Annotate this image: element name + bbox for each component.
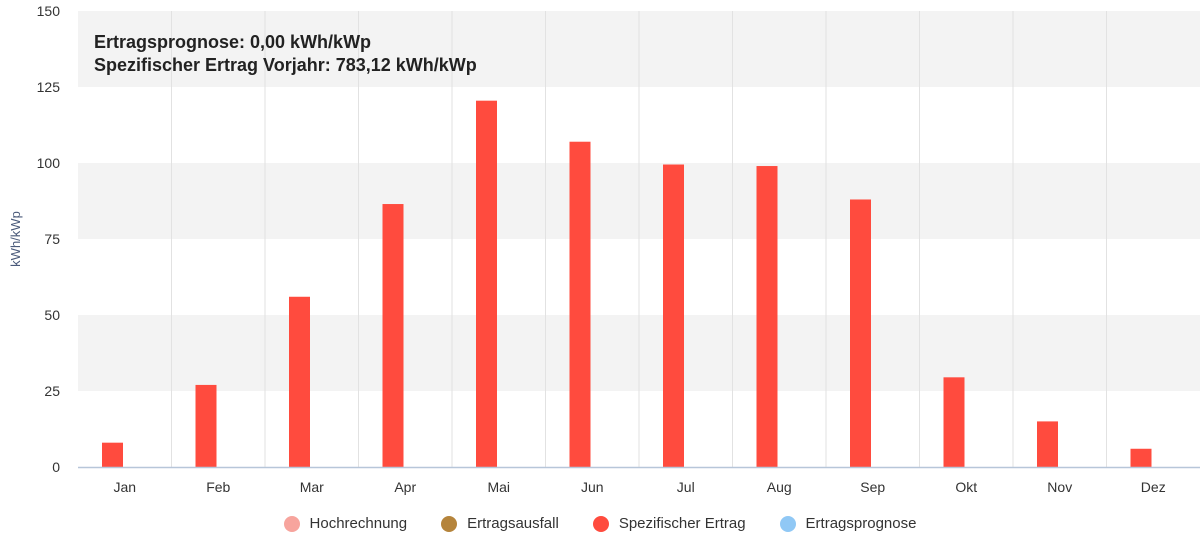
legend-marker-icon <box>441 515 458 532</box>
bar-dez <box>1130 448 1152 467</box>
x-tick-label: Apr <box>394 479 416 495</box>
legend-marker-icon <box>779 515 796 532</box>
y-tick-label: 150 <box>37 3 61 19</box>
x-tick-label: Mar <box>300 479 324 495</box>
legend-item-ertragsprognose[interactable]: Ertragsprognose <box>779 515 917 532</box>
y-tick-label: 75 <box>44 231 60 247</box>
legend-label: Hochrechnung <box>309 515 408 532</box>
x-tick-label: Jan <box>113 479 136 495</box>
legend-marker-icon <box>283 515 300 532</box>
bar-jan <box>102 442 123 467</box>
y-tick-label: 50 <box>44 307 60 323</box>
legend-item-ertragsausfall[interactable]: Ertragsausfall <box>441 515 559 532</box>
bar-okt <box>943 377 965 467</box>
y-axis-label: kWh/kWp <box>8 211 23 267</box>
x-tick-label: Okt <box>955 479 977 495</box>
x-tick-label: Jul <box>677 479 695 495</box>
bar-jul <box>663 164 684 467</box>
chart-svg: 0 25 50 75 100 125 150 kWh/kWp Jan Feb Mar Apr Mai Ju… <box>8 3 1200 495</box>
x-tick-label: Sep <box>860 479 885 495</box>
y-tick-label: 25 <box>44 383 60 399</box>
bar-aug <box>756 166 778 468</box>
chart-legend: Hochrechnung Ertragsausfall Spezifischer E… <box>0 515 1200 532</box>
legend-item-hochrechnung[interactable]: Hochrechnung <box>283 515 408 532</box>
bar-nov <box>1037 421 1058 467</box>
bar-sep <box>850 199 871 468</box>
x-tick-label: Jun <box>581 479 604 495</box>
forecast-summary-text: Ertragsprognose: 0,00 kWh/kWp <box>94 32 372 52</box>
legend-label: Ertragsausfall <box>467 515 559 532</box>
x-tick-label: Nov <box>1047 479 1072 495</box>
bar-feb <box>195 384 217 467</box>
legend-label: Ertragsprognose <box>805 515 917 532</box>
x-tick-label: Mai <box>487 479 510 495</box>
bar-mai <box>476 100 497 468</box>
bar-mar <box>289 296 310 467</box>
legend-marker-icon <box>592 515 609 532</box>
x-tick-label: Feb <box>206 479 230 495</box>
x-tick-label: Aug <box>767 479 792 495</box>
previous-year-yield-text: Spezifischer Ertrag Vorjahr: 783,12 kWh/… <box>94 55 477 75</box>
legend-item-spezifischer-ertrag[interactable]: Spezifischer Ertrag <box>592 515 746 532</box>
y-tick-label: 125 <box>37 79 61 95</box>
y-tick-label: 100 <box>37 155 61 171</box>
bar-jun <box>569 141 591 467</box>
legend-label: Spezifischer Ertrag <box>618 515 746 532</box>
x-tick-label: Dez <box>1141 479 1166 495</box>
y-tick-label: 0 <box>52 459 60 475</box>
bar-apr <box>382 204 404 468</box>
